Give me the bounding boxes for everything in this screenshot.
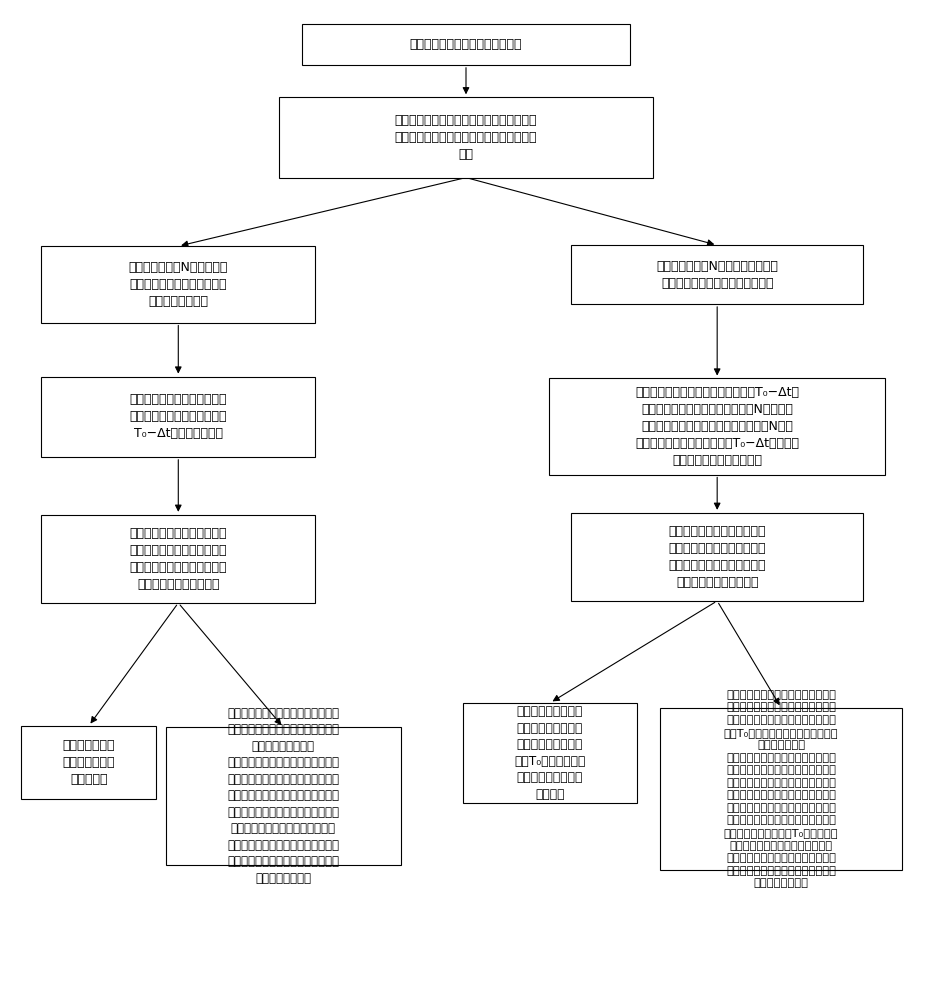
FancyBboxPatch shape (41, 246, 315, 323)
FancyBboxPatch shape (463, 703, 637, 803)
Text: 使所述非等候空闲电
梯返回至无电梯等候
且对应的典型分布的
时刻T₀距当前时刻最
近的乘梯需求的出发
楼层等候: 使所述非等候空闲电 梯返回至无电梯等候 且对应的典型分布的 时刻T₀距当前时刻最… (514, 705, 585, 801)
FancyBboxPatch shape (41, 515, 315, 603)
Text: 按照乘梯需求对应的典型分布的时刻T₀−Δt的
先后顺序，选取与当前时刻最近的N个乘梯需
求，使所有空闲电梯在不晚于所选取的N个乘
梯需求对应的典型分布的时刻T₀: 按照乘梯需求对应的典型分布的时刻T₀−Δt的 先后顺序，选取与当前时刻最近的N个… (636, 386, 799, 467)
FancyBboxPatch shape (660, 708, 902, 870)
FancyBboxPatch shape (279, 97, 653, 178)
Text: 使所有空闲电梯在不晚于距当
前时刻最近的典型分布的时刻
T₀−Δt等候在出发楼层: 使所有空闲电梯在不晚于距当 前时刻最近的典型分布的时刻 T₀−Δt等候在出发楼层 (130, 393, 227, 440)
FancyBboxPatch shape (166, 727, 401, 865)
FancyBboxPatch shape (549, 378, 885, 475)
Text: 如果未完成的乘梯需求比等候空闲电
梯至少多两个，则非等候空闲电梯返
回至出发楼层等候；
如果未完成的乘梯需求比等候空闲电
梯多一个且存在右侧截止时刻与当前
时刻: 如果未完成的乘梯需求比等候空闲电 梯至少多两个，则非等候空闲电梯返 回至出发楼层… (227, 707, 339, 885)
FancyBboxPatch shape (571, 513, 863, 601)
FancyBboxPatch shape (21, 726, 157, 799)
Text: 完成一次乘梯需求响应后，刚
刚完成乘客运送的电梯变为唯
一的非等候空闲电梯，其余的
空闲电梯为等候空闲电梯: 完成一次乘梯需求响应后，刚 刚完成乘客运送的电梯变为唯 一的非等候空闲电梯，其余… (130, 527, 227, 591)
Text: 乘梯习惯含有大于第一阈值且小于第二阈值
的重叠区域的典型分布且第一阈值小于第二
阈值: 乘梯习惯含有大于第一阈值且小于第二阈值 的重叠区域的典型分布且第一阈值小于第二 … (395, 114, 537, 161)
FancyBboxPatch shape (41, 377, 315, 457)
Text: 如果未完成的乘梯需求比等候空闲电
梯至少多两个，则非等候空闲电梯返
回至无电梯等候且对应的典型分布的
时刻T₀距当前时刻最近的乘梯需求的
出发楼层等候；
如果未: 如果未完成的乘梯需求比等候空闲电 梯至少多两个，则非等候空闲电梯返 回至无电梯等… (724, 690, 839, 888)
FancyBboxPatch shape (571, 245, 863, 304)
Text: 空闲电梯的数量N小于所有乘梯需求
的数量且乘梯需求的出发楼层不同: 空闲电梯的数量N小于所有乘梯需求 的数量且乘梯需求的出发楼层不同 (656, 260, 778, 290)
FancyBboxPatch shape (302, 24, 630, 65)
Text: 使所述非等候空
闲电梯返回至出
发楼层等候: 使所述非等候空 闲电梯返回至出 发楼层等候 (62, 739, 115, 786)
Text: 空闲电梯的数量N小于所有乘
梯需求的数量且所有乘梯需求
的出发楼层均相同: 空闲电梯的数量N小于所有乘 梯需求的数量且所有乘梯需求 的出发楼层均相同 (129, 261, 228, 308)
Text: 完成一次乘梯需求响应后，刚
刚完成乘客运送的电梯变为唯
一的非等候空闲电梯，其余的
空闲电梯为等候空闲电梯: 完成一次乘梯需求响应后，刚 刚完成乘客运送的电梯变为唯 一的非等候空闲电梯，其余… (668, 525, 766, 589)
Text: 所有典型分布都只有一个乘梯需求: 所有典型分布都只有一个乘梯需求 (410, 38, 522, 51)
